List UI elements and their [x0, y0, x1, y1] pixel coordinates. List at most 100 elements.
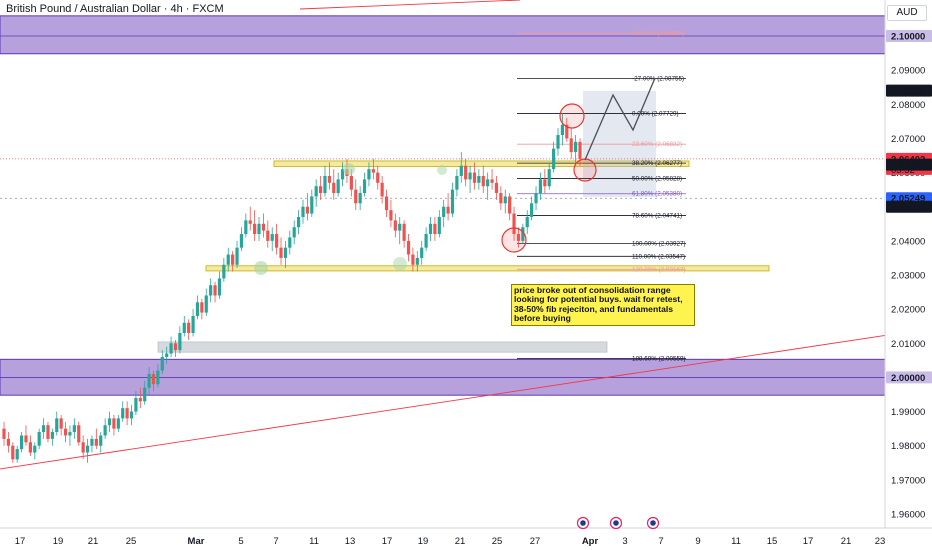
annotation-note[interactable]: price broke out of consolidation range l… — [511, 284, 695, 327]
candle-body — [305, 206, 309, 214]
price-tag — [886, 30, 932, 42]
candle-body — [358, 193, 362, 204]
candle-body — [494, 182, 499, 194]
candle-body — [261, 223, 266, 231]
candle-body — [464, 165, 468, 180]
candle-body — [55, 418, 59, 433]
candle-body — [204, 295, 208, 313]
fib-label: 100.00% (2.03927) — [632, 240, 686, 247]
candle-body — [107, 418, 112, 426]
time-tick-label: 5 — [238, 536, 243, 547]
candle-body — [384, 196, 389, 211]
candle-body — [121, 408, 125, 419]
fib-layer: -61.80% (2.10078) -27.00% (2.08755) 0.00% … — [517, 30, 686, 362]
candle-body — [72, 425, 76, 433]
touch-marker — [393, 257, 407, 271]
candle-body — [253, 223, 257, 235]
price-tick-label: 2.07000 — [891, 134, 925, 145]
candle-body — [437, 216, 441, 235]
candle-body — [292, 227, 296, 238]
candle-body — [222, 264, 226, 279]
candle-body — [393, 220, 397, 231]
candle-body — [578, 141, 582, 159]
ascending-trendline — [0, 334, 886, 470]
candle-body — [367, 169, 371, 180]
candle-body — [459, 165, 463, 176]
touch-marker — [437, 165, 447, 175]
candle-body — [147, 374, 151, 388]
candle-body — [283, 247, 288, 258]
candle-body — [279, 247, 283, 258]
event-flag-dot — [650, 520, 656, 526]
candle-body — [477, 175, 481, 183]
swing-low-circle — [501, 227, 527, 253]
candle-body — [178, 333, 182, 351]
candle-body — [472, 172, 477, 183]
time-tick-label: 19 — [53, 536, 64, 547]
fib-label: 23.60% (2.06832) — [632, 141, 682, 148]
currency-button[interactable]: AUD — [887, 5, 927, 21]
price-axis[interactable]: 2.100002.090002.080002.070002.060002.050… — [884, 0, 932, 528]
resistance-zone — [0, 15, 886, 55]
candle-body — [310, 196, 314, 214]
candle-body — [362, 179, 367, 194]
price-tag — [886, 200, 932, 213]
candle-body — [231, 254, 235, 265]
drawings-layer — [254, 77, 656, 275]
candle-body — [512, 213, 516, 235]
candle-body — [99, 435, 103, 446]
candle-body — [503, 196, 507, 204]
candle-body — [143, 387, 147, 402]
fib-label: 38.20% (2.06277) — [632, 160, 682, 167]
fib-label: -61.80% (2.10078) — [632, 30, 684, 37]
consolidation-bottom-band — [205, 265, 770, 272]
candle-body — [556, 135, 560, 149]
time-tick-label: 21 — [88, 536, 99, 547]
candle-body — [560, 124, 565, 136]
fib-label: 110.00% (2.03547) — [632, 253, 685, 260]
candle-body — [534, 193, 538, 204]
candle-body — [296, 216, 301, 228]
time-axis-bg — [0, 528, 932, 550]
candle-body — [85, 445, 90, 453]
time-tick-label: 17 — [15, 536, 26, 547]
touch-marker — [254, 261, 268, 275]
price-tick-label: 1.99000 — [891, 407, 925, 418]
fib-label: 0.00% (2.07729) — [632, 111, 679, 118]
candle-body — [411, 254, 415, 265]
candle-body — [169, 343, 173, 354]
time-tick-label: Apr — [582, 536, 599, 547]
candle-body — [94, 438, 98, 446]
candle-body — [490, 179, 494, 183]
candle-body — [59, 418, 63, 429]
candle-body — [41, 425, 46, 433]
candle-body — [415, 257, 419, 265]
price-tick-label: 2.01000 — [891, 339, 925, 350]
time-tick-label: 21 — [455, 536, 466, 547]
candle-body — [323, 175, 327, 194]
time-tick-label: Mar — [188, 536, 205, 547]
candle-body — [574, 141, 578, 153]
candle-body — [138, 397, 142, 402]
upper-trendline — [299, 0, 521, 10]
candle-body — [336, 179, 340, 194]
candle-body — [349, 175, 353, 190]
candle-body — [235, 247, 239, 265]
price-tag-label: 2.05249 — [891, 194, 925, 205]
price-tick-label: 2.02000 — [891, 305, 925, 316]
time-tick-label: 11 — [731, 536, 741, 547]
price-tag-label: 2.06233 — [891, 160, 925, 171]
candle-body — [332, 182, 336, 194]
candle-body — [450, 189, 455, 214]
time-tick-label: 15 — [767, 536, 778, 547]
touch-marker — [343, 163, 355, 175]
candle-body — [508, 196, 512, 214]
candle-body — [565, 124, 569, 139]
candle-body — [195, 302, 200, 316]
time-axis[interactable]: 17 19 21 25 Mar 5 7 11 13 17 19 21 25 27 Apr 3 7 9 11 15 17 2… — [0, 516, 932, 550]
time-tick-label: 19 — [418, 536, 429, 547]
price-tick-label: 1.97000 — [891, 475, 925, 486]
candle-body — [569, 138, 573, 153]
candle-body — [340, 169, 345, 180]
